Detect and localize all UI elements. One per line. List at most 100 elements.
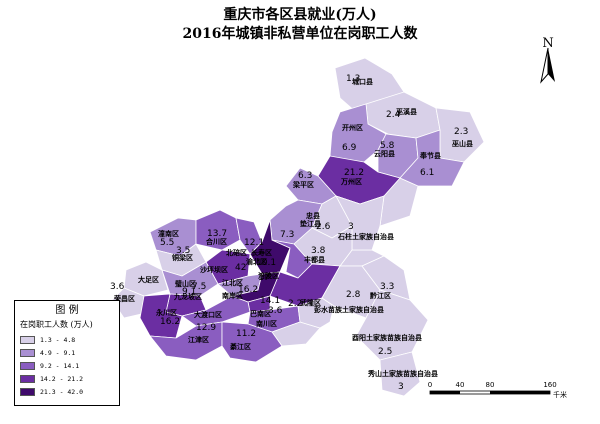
district-value-label: 6.9 bbox=[342, 143, 357, 153]
district-value-label: 16.2 bbox=[238, 285, 258, 295]
district-name-label: 垫江县 bbox=[300, 219, 321, 228]
district-name-label: 黔江区 bbox=[369, 291, 391, 300]
legend-swatch bbox=[20, 374, 35, 383]
district-value-label: 2.6 bbox=[316, 222, 331, 232]
district-name-label: 武隆区 bbox=[300, 298, 321, 307]
legend-label: 21.3 - 42.0 bbox=[40, 387, 84, 396]
district-value-label: 12.1 bbox=[244, 238, 264, 248]
scale-tick-label: 40 bbox=[456, 381, 465, 389]
district-name-label: 綦江区 bbox=[229, 342, 251, 351]
district-name-label: 酉阳土家族苗族自治县 bbox=[352, 333, 422, 342]
district-value-label: 3 bbox=[348, 222, 354, 232]
district-value-label: 7.3 bbox=[280, 230, 294, 240]
district-value-label: 2.4 bbox=[386, 110, 401, 120]
legend-item: 9.2 - 14.1 bbox=[20, 359, 114, 372]
district-value-label: 13.7 bbox=[207, 229, 227, 239]
district-name-label: 梁平区 bbox=[292, 180, 314, 189]
legend-label: 14.2 - 21.2 bbox=[40, 374, 84, 383]
legend-swatch bbox=[20, 348, 35, 357]
district-name-label: 北碚区 bbox=[226, 248, 247, 257]
scale-bar-segment bbox=[430, 391, 460, 394]
district-value-label: 10.1 bbox=[256, 258, 276, 268]
legend-swatch bbox=[20, 387, 35, 396]
district-value-label: 21.2 bbox=[344, 168, 364, 178]
district-shape bbox=[235, 217, 263, 255]
district-value-label: 11.2 bbox=[236, 329, 256, 339]
district-name-label: 丰都县 bbox=[304, 255, 325, 264]
district-value-label: 12.9 bbox=[196, 323, 216, 333]
district-value-label: 3.8 bbox=[311, 246, 326, 256]
district-shape bbox=[355, 289, 429, 361]
district-name-label: 江北区 bbox=[222, 278, 243, 287]
district-name-label: 渝北区 bbox=[246, 257, 267, 266]
district-name-label: 长寿区 bbox=[251, 248, 272, 257]
district-value-label: 2.3 bbox=[454, 127, 468, 137]
district-name-label: 荣昌区 bbox=[113, 294, 135, 303]
scale-tick-label: 160 bbox=[543, 381, 556, 389]
district-value-label: 2.2 bbox=[288, 299, 302, 309]
legend-subtitle: 在岗职工人数 (万人) bbox=[20, 320, 93, 329]
district-shape bbox=[379, 351, 421, 397]
district-name-label: 彭水苗族土家族自治县 bbox=[314, 305, 384, 314]
district-value-label: 9.1 bbox=[182, 287, 196, 297]
legend-swatch bbox=[20, 361, 35, 370]
district-value-label: 5.5 bbox=[160, 238, 174, 248]
legend-item: 21.3 - 42.0 bbox=[20, 385, 114, 398]
district-name-label: 涪陵区 bbox=[258, 271, 279, 280]
map-title: 重庆市各区县就业(万人) 2016年城镇非私营单位在岗职工人数 bbox=[0, 6, 600, 44]
legend-swatch bbox=[20, 335, 35, 344]
district-name-label: 秀山土家族苗族自治县 bbox=[367, 369, 438, 378]
legend-label: 9.2 - 14.1 bbox=[40, 361, 80, 370]
legend-item: 1.3 - 4.8 bbox=[20, 333, 114, 346]
district-name-label: 巴南区 bbox=[250, 309, 271, 318]
district-name-label: 万州区 bbox=[340, 178, 362, 186]
legend-title: 图 例 bbox=[55, 305, 79, 316]
district-value-label: 17 bbox=[258, 273, 269, 283]
legend-item: 14.2 - 21.2 bbox=[20, 372, 114, 385]
district-value-label: 3.6 bbox=[110, 282, 125, 292]
district-name-label: 大渡口区 bbox=[194, 310, 222, 319]
district-name-label: 奉节县 bbox=[420, 151, 441, 160]
district-name-label: 巫山县 bbox=[452, 139, 473, 148]
scale-tick-label: 80 bbox=[486, 381, 495, 389]
district-name-label: 忠县 bbox=[306, 211, 320, 220]
district-shape bbox=[139, 293, 183, 339]
legend-items: 1.3 - 4.8 4.9 - 9.1 9.2 - 14.1 14.2 - 21.2 2… bbox=[20, 333, 114, 398]
district-name-label: 南川区 bbox=[256, 319, 277, 328]
map-title-line2: 2016年城镇非私营单位在岗职工人数 bbox=[182, 26, 418, 42]
district-value-label: 14.1 bbox=[260, 296, 280, 306]
district-value-label: 3.3 bbox=[380, 282, 394, 292]
district-name-label: 九龙坡区 bbox=[173, 292, 202, 301]
district-value-label: 3 bbox=[398, 382, 404, 392]
district-shape bbox=[399, 129, 465, 187]
district-value-label: 6.3 bbox=[298, 171, 312, 181]
scale-bar-segment bbox=[490, 391, 550, 394]
district-name-label: 开州区 bbox=[342, 124, 363, 132]
district-value-label: 7.5 bbox=[192, 282, 206, 292]
district-name-label: 石柱土家族自治县 bbox=[337, 232, 394, 241]
legend-label: 1.3 - 4.8 bbox=[40, 335, 76, 344]
district-value-label: 16.2 bbox=[160, 317, 180, 327]
district-name-label: 沙坪坝区 bbox=[200, 265, 228, 274]
district-value-label: 5.8 bbox=[380, 141, 395, 151]
legend-label: 4.9 - 9.1 bbox=[40, 348, 76, 357]
district-name-label: 城口县 bbox=[352, 77, 373, 86]
district-value-label: 3.5 bbox=[176, 246, 190, 256]
district-shape bbox=[361, 255, 411, 301]
district-name-label: 巫溪县 bbox=[396, 107, 417, 116]
district-name-label: 合川区 bbox=[205, 237, 227, 246]
scale-unit-label: 千米 bbox=[553, 390, 567, 399]
district-value-label: 2.5 bbox=[378, 347, 392, 357]
district-value-label: 42 bbox=[235, 263, 246, 273]
district-value-label: 1.3 bbox=[346, 74, 360, 84]
north-arrow-icon bbox=[540, 47, 555, 84]
district-value-label: 6.1 bbox=[420, 168, 434, 178]
district-name-label: 永川区 bbox=[155, 308, 177, 317]
district-name-label: 大足区 bbox=[138, 275, 159, 284]
map-title-line1: 重庆市各区县就业(万人) bbox=[223, 7, 377, 23]
north-label: N bbox=[542, 36, 554, 51]
district-name-label: 璧山区 bbox=[175, 279, 196, 288]
district-name-label: 南岸区 bbox=[222, 291, 243, 300]
district-name-label: 云阳县 bbox=[374, 149, 395, 158]
